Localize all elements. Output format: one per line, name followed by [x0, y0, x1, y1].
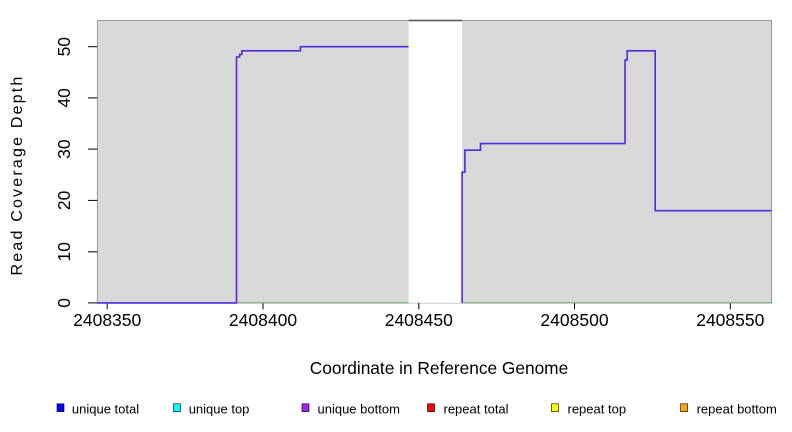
svg-text:10: 10: [54, 242, 74, 262]
svg-text:2408400: 2408400: [229, 310, 297, 330]
svg-text:40: 40: [54, 88, 74, 108]
svg-text:50: 50: [54, 37, 74, 57]
svg-text:unique top: unique top: [189, 402, 250, 417]
svg-text:2408550: 2408550: [696, 310, 764, 330]
svg-text:Read Coverage Depth: Read Coverage Depth: [9, 74, 26, 275]
svg-text:2408450: 2408450: [385, 310, 453, 330]
svg-text:2408500: 2408500: [540, 310, 608, 330]
svg-text:repeat total: repeat total: [444, 402, 509, 417]
svg-text:unique bottom: unique bottom: [318, 402, 400, 417]
svg-text:Coordinate in Reference Genome: Coordinate in Reference Genome: [310, 358, 568, 378]
svg-text:unique total: unique total: [72, 402, 139, 417]
svg-text:2408350: 2408350: [73, 310, 141, 330]
svg-text:repeat top: repeat top: [568, 402, 627, 417]
svg-text:0: 0: [54, 298, 74, 308]
svg-text:20: 20: [54, 190, 74, 210]
svg-text:repeat bottom: repeat bottom: [697, 402, 777, 417]
svg-text:30: 30: [54, 139, 74, 159]
